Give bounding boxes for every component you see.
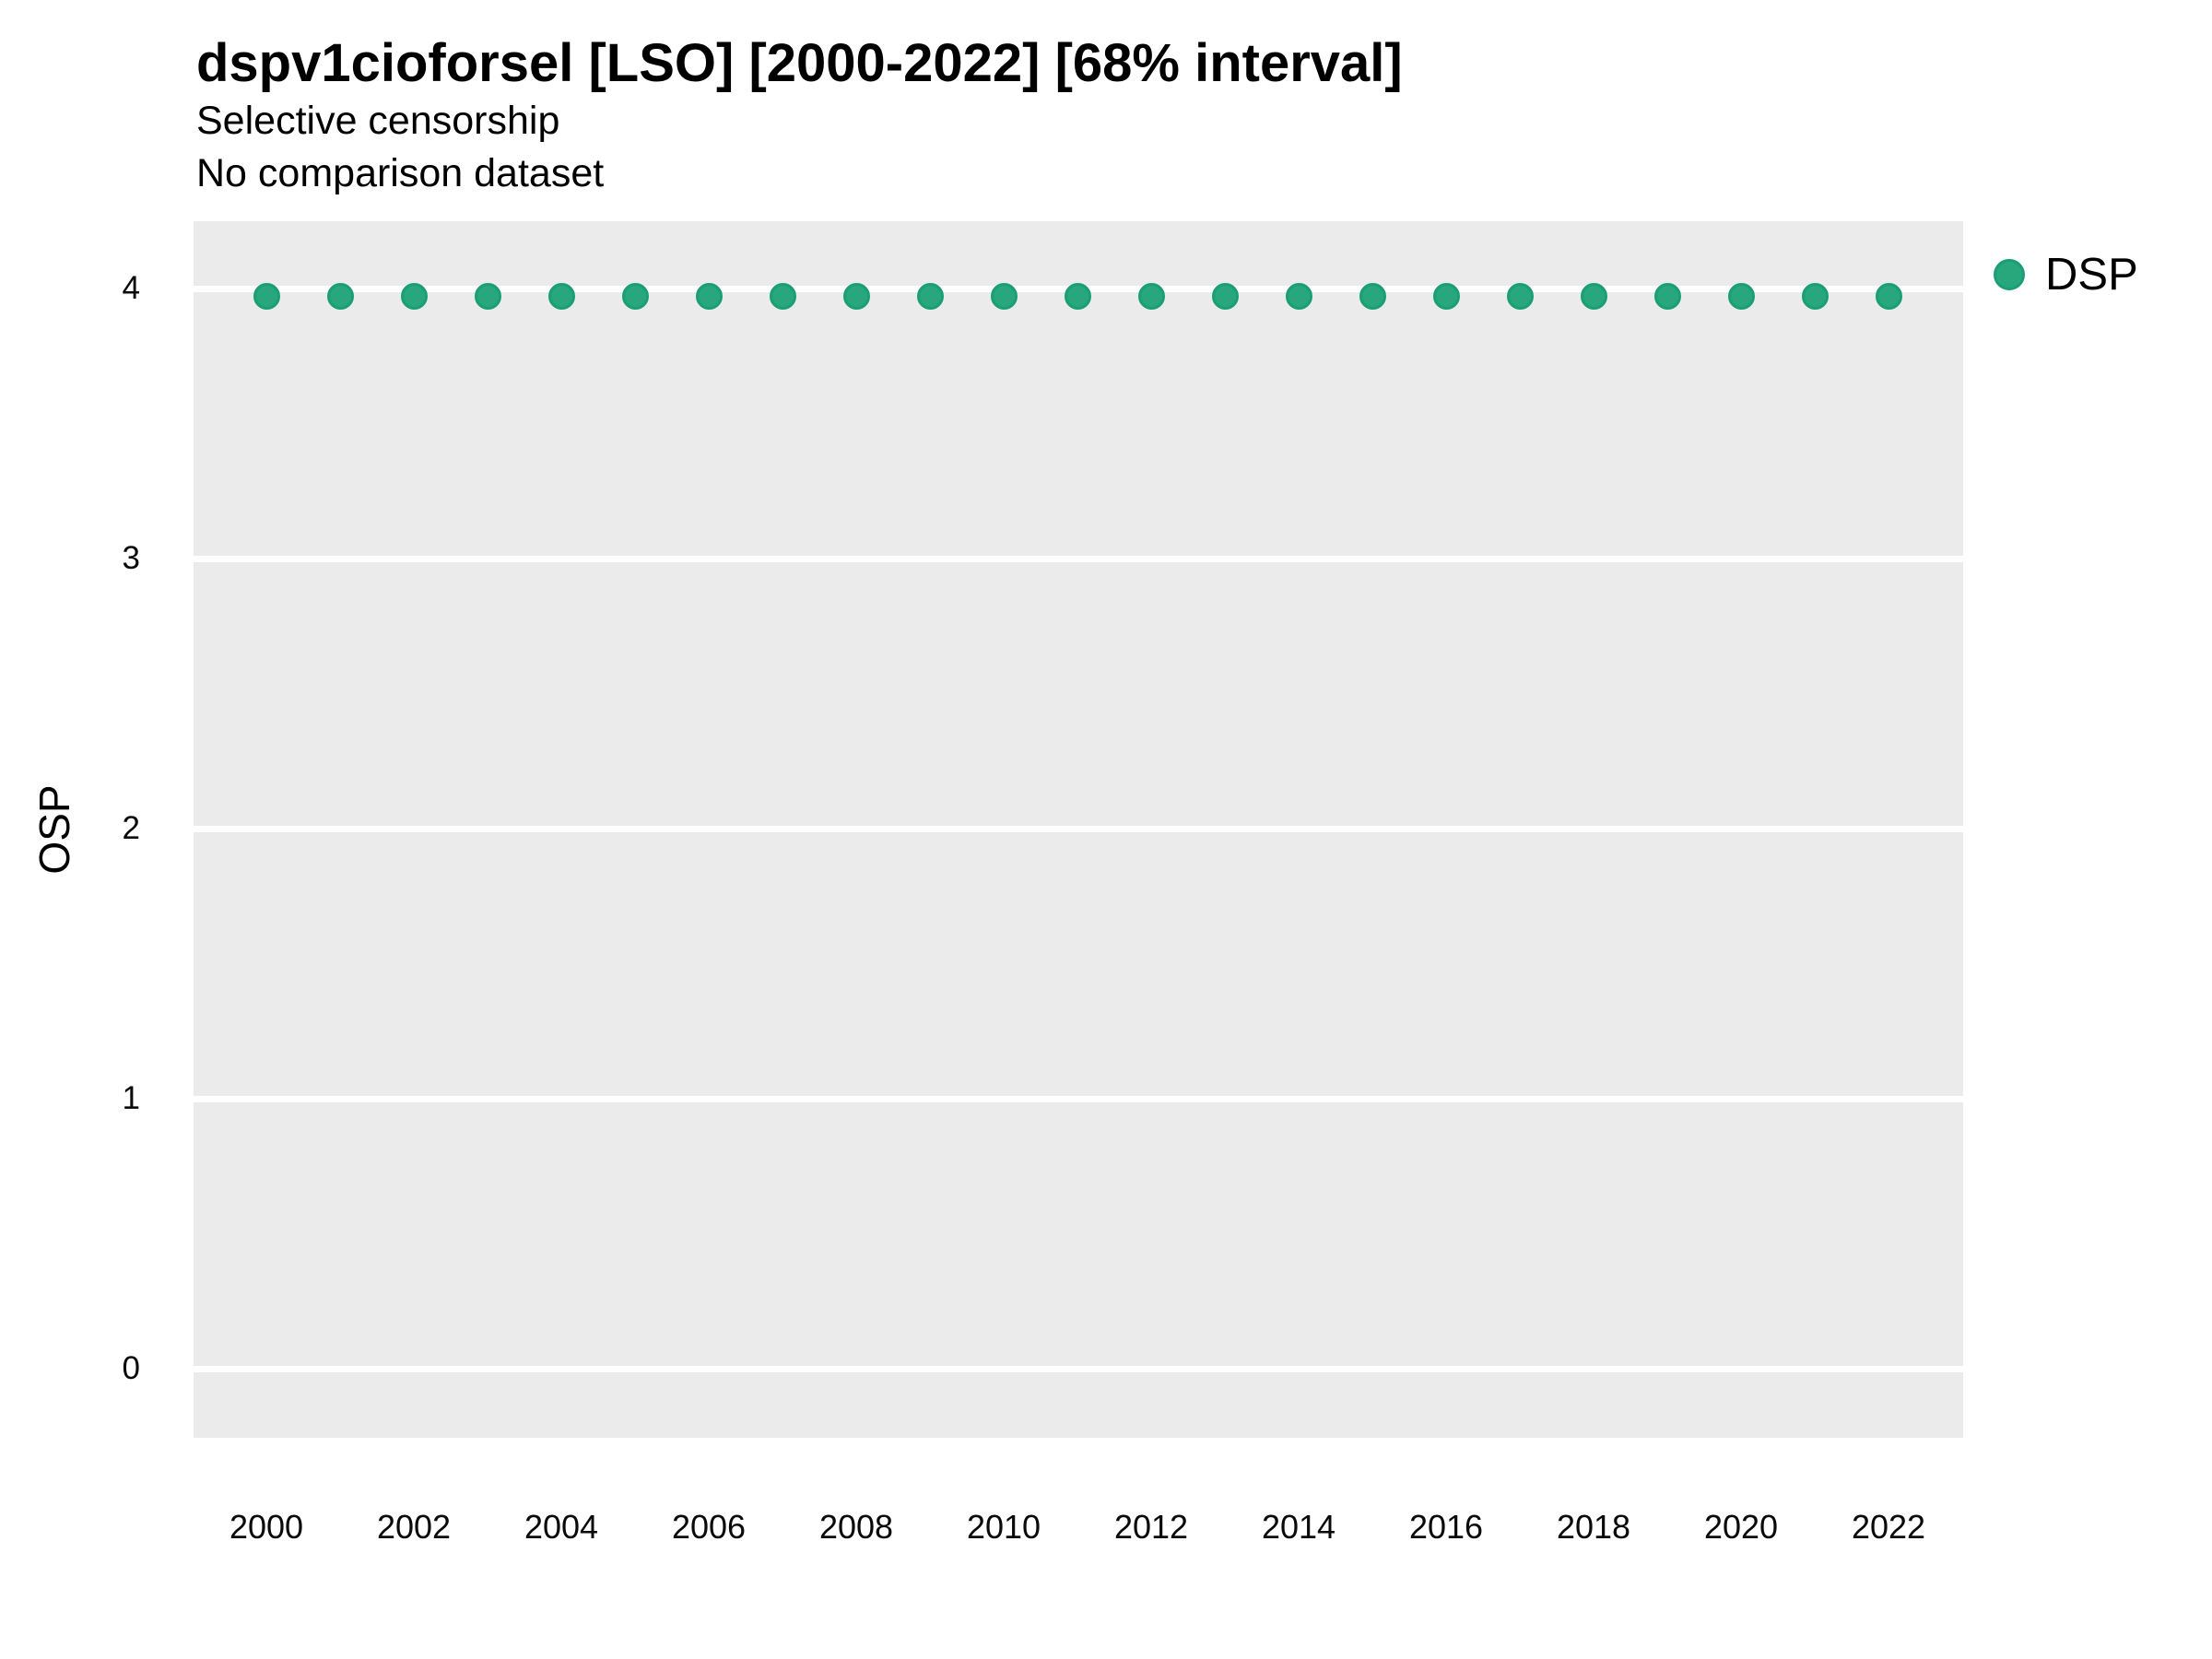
y-tick-label-4: 4 <box>122 270 140 306</box>
data-point-2003 <box>474 283 501 311</box>
data-point-2018 <box>1580 283 1607 311</box>
data-point-2022 <box>1875 283 1902 311</box>
data-point-2011 <box>1064 283 1091 311</box>
x-tick-label-2018: 2018 <box>1556 1508 1631 1546</box>
data-point-2000 <box>253 283 280 311</box>
data-point-2015 <box>1359 283 1386 311</box>
x-tick-label-2002: 2002 <box>376 1508 452 1546</box>
x-tick-label-2004: 2004 <box>524 1508 599 1546</box>
x-tick-label-2006: 2006 <box>671 1508 747 1546</box>
page-title: dspv1cioforsel [LSO] [2000-2022] [68% in… <box>196 33 1403 93</box>
chart-subtitle-line1: Selective censorship <box>196 99 560 143</box>
data-point-2008 <box>842 283 870 311</box>
data-point-2009 <box>916 283 944 311</box>
gridline-y-1 <box>194 1096 1963 1102</box>
gridline-y-2 <box>194 826 1963 832</box>
x-tick-label-2012: 2012 <box>1113 1508 1189 1546</box>
x-tick-label-2014: 2014 <box>1261 1508 1336 1546</box>
legend: DSP <box>1994 249 2138 300</box>
x-tick-label-2010: 2010 <box>966 1508 1041 1546</box>
data-point-2002 <box>400 283 428 311</box>
data-point-2017 <box>1506 283 1534 311</box>
data-point-2012 <box>1137 283 1165 311</box>
data-point-2004 <box>547 283 575 311</box>
data-point-2006 <box>695 283 723 311</box>
data-point-2013 <box>1211 283 1239 311</box>
data-point-2010 <box>990 283 1018 311</box>
data-point-2020 <box>1727 283 1755 311</box>
data-point-2007 <box>769 283 796 311</box>
data-point-2021 <box>1801 283 1829 311</box>
x-tick-label-2016: 2016 <box>1408 1508 1484 1546</box>
data-point-2005 <box>621 283 649 311</box>
x-tick-label-2000: 2000 <box>229 1508 304 1546</box>
data-point-2014 <box>1285 283 1312 311</box>
chart-subtitle-line2: No comparison dataset <box>196 151 605 195</box>
y-tick-label-3: 3 <box>122 540 140 576</box>
legend-key-dot-icon <box>1994 259 2025 290</box>
y-tick-label-2: 2 <box>122 810 140 846</box>
plot-panel <box>194 221 1963 1438</box>
legend-label: DSP <box>2045 250 2138 300</box>
x-tick-label-2008: 2008 <box>818 1508 894 1546</box>
data-point-2016 <box>1432 283 1460 311</box>
gridline-y-3 <box>194 556 1963 562</box>
data-point-2001 <box>326 283 354 311</box>
y-tick-label-0: 0 <box>122 1350 140 1386</box>
x-tick-label-2020: 2020 <box>1703 1508 1779 1546</box>
gridline-y-0 <box>194 1366 1963 1372</box>
y-tick-label-1: 1 <box>122 1080 140 1116</box>
x-tick-label-2022: 2022 <box>1851 1508 1926 1546</box>
data-point-2019 <box>1653 283 1681 311</box>
